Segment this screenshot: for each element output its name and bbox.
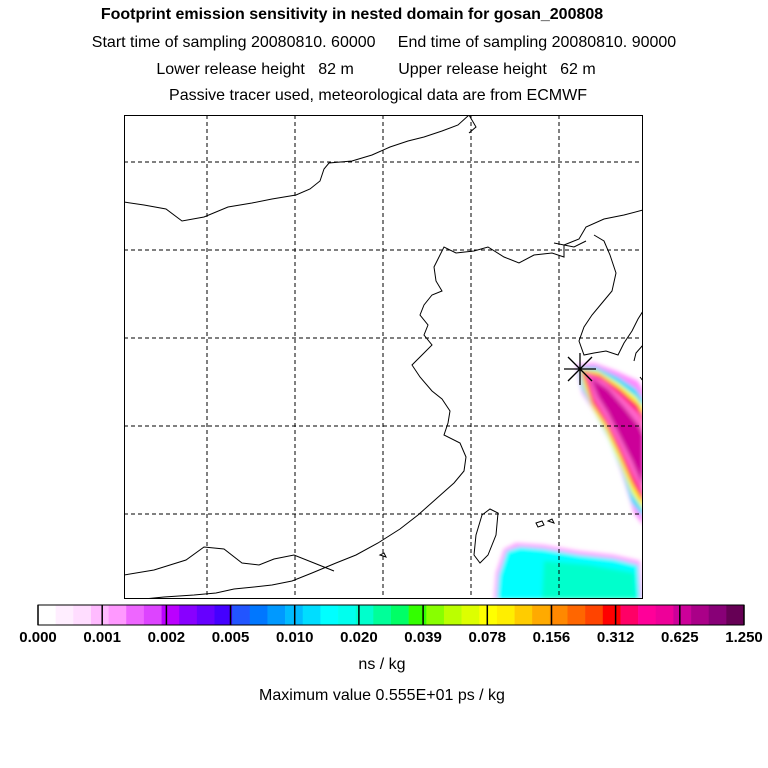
legend-tick-label: 0.039 bbox=[404, 629, 442, 646]
legend-tick-label: 0.010 bbox=[275, 629, 314, 646]
legend-color-cell bbox=[602, 605, 621, 625]
legend-tick-label: 1.250 bbox=[725, 629, 763, 646]
legend-color-cell bbox=[320, 605, 339, 625]
legend-color-cell bbox=[55, 605, 74, 625]
legend-color-cell bbox=[355, 605, 374, 625]
legend-color-cell bbox=[196, 605, 215, 625]
legend-color-cell bbox=[73, 605, 92, 625]
footprint-map bbox=[124, 115, 643, 599]
legend-color-cell bbox=[638, 605, 657, 625]
legend-color-cell bbox=[585, 605, 604, 625]
legend-color-cell bbox=[267, 605, 286, 625]
legend-color-cell bbox=[38, 605, 56, 625]
legend-tick-label: 0.000 bbox=[19, 629, 57, 646]
legend-color-cell bbox=[232, 605, 251, 625]
legend-color-cell bbox=[143, 605, 162, 625]
legend-tick-label: 0.001 bbox=[83, 629, 121, 646]
color-legend-bar bbox=[37, 604, 745, 626]
legend-color-cell bbox=[708, 605, 727, 625]
legend-color-cell bbox=[391, 605, 409, 625]
legend-color-cell bbox=[338, 605, 356, 625]
star-marker-icon bbox=[564, 353, 596, 385]
legend-color-cell bbox=[655, 605, 674, 625]
legend-color-cell bbox=[620, 605, 639, 625]
legend-color-cell bbox=[461, 605, 480, 625]
sensitivity-plume-east bbox=[576, 363, 643, 525]
legend-color-cell bbox=[479, 605, 498, 625]
legend-color-cell bbox=[514, 605, 533, 625]
sampling-time-line: Start time of sampling 20080810. 60000 E… bbox=[91, 34, 677, 51]
map-title: Footprint emission sensitivity in nested… bbox=[100, 6, 604, 23]
legend-color-cell bbox=[161, 605, 180, 625]
legend-tick-label: 0.078 bbox=[468, 629, 507, 646]
legend-tick-label: 0.625 bbox=[661, 629, 699, 646]
legend-color-cell bbox=[179, 605, 198, 625]
legend-color-cell bbox=[408, 605, 427, 625]
legend-color-cell bbox=[249, 605, 268, 625]
coastlines bbox=[124, 115, 643, 599]
release-height-line: Lower release height 82 m Upper release … bbox=[156, 61, 596, 78]
legend-tick-label: 0.002 bbox=[147, 629, 186, 646]
legend-color-cell bbox=[443, 605, 462, 625]
legend-color-cell bbox=[567, 605, 586, 625]
legend-color-cell bbox=[90, 605, 109, 625]
legend-color-cell bbox=[496, 605, 515, 625]
legend-tick-label: 0.020 bbox=[340, 629, 378, 646]
legend-color-cell bbox=[108, 605, 127, 625]
legend-color-cell bbox=[373, 605, 392, 625]
map-frame bbox=[124, 115, 643, 599]
legend-color-cell bbox=[549, 605, 568, 625]
maximum-value-note: Maximum value 0.555E+01 ps / kg bbox=[259, 687, 505, 704]
legend-color-cell bbox=[426, 605, 445, 625]
legend-tick-label: 0.312 bbox=[596, 629, 635, 646]
sensitivity-plume-south bbox=[494, 543, 643, 599]
legend-tick-label: 0.156 bbox=[532, 629, 571, 646]
tracer-info-line: Passive tracer used, meteorological data… bbox=[169, 87, 587, 104]
legend-color-cell bbox=[302, 605, 321, 625]
legend-color-cell bbox=[126, 605, 145, 625]
legend-color-cell bbox=[214, 605, 233, 625]
legend-color-cell bbox=[532, 605, 551, 625]
legend-color-cell bbox=[691, 605, 709, 625]
legend-color-cell bbox=[673, 605, 692, 625]
legend-unit: ns / kg bbox=[358, 656, 406, 673]
legend-tick-label: 0.005 bbox=[211, 629, 250, 646]
legend-color-cell bbox=[726, 605, 745, 625]
